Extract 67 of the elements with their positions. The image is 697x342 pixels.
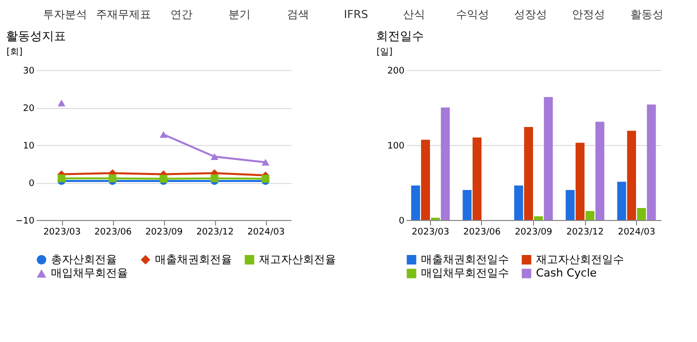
x-tick-label: 2023/06 xyxy=(463,228,501,238)
point xyxy=(210,174,218,182)
chart-title: 활동성지표 xyxy=(6,29,66,43)
legend-label: 총자산회전율 xyxy=(51,252,117,266)
bar xyxy=(514,186,524,220)
x-tick-label: 2023/09 xyxy=(514,228,552,238)
x-tick-label: 2023/12 xyxy=(196,228,234,238)
legend-label: 재고자산회전일수 xyxy=(536,252,624,266)
y-tick-label: 0 xyxy=(398,216,405,226)
bar xyxy=(534,216,543,220)
point xyxy=(160,174,168,183)
x-tick-label: 2023/06 xyxy=(94,228,132,238)
bar xyxy=(617,182,626,220)
point xyxy=(262,158,270,166)
point xyxy=(160,131,168,138)
x-tick-label: 2024/03 xyxy=(247,228,285,238)
bar xyxy=(472,138,482,220)
legend-label: 매출채권회전일수 xyxy=(421,252,509,266)
text: 수익성 xyxy=(456,8,489,21)
text: 성장성 xyxy=(514,8,548,21)
text: 분기 xyxy=(228,8,251,21)
x-tick-label: 2024/03 xyxy=(618,228,656,238)
point xyxy=(58,100,66,106)
chart-title: 회전일수 xyxy=(376,29,424,43)
text: 검색 xyxy=(286,8,309,21)
text: 투자분석 xyxy=(43,8,88,21)
bar xyxy=(566,190,575,220)
y-tick-label: 0 xyxy=(28,179,35,189)
text: 주재무제표 xyxy=(96,8,151,21)
text: IFRS xyxy=(344,8,368,21)
legend-label: 매입채무회전일수 xyxy=(421,266,509,280)
point xyxy=(210,153,218,160)
bar xyxy=(462,190,472,220)
bar xyxy=(627,130,636,220)
bar xyxy=(576,142,585,220)
x-tick-label: 2023/12 xyxy=(566,228,604,238)
bar xyxy=(411,186,420,220)
y-tick-label: 10 xyxy=(23,142,35,152)
y-axis-title: [일] xyxy=(376,48,393,58)
bar xyxy=(440,108,450,220)
bar xyxy=(637,208,646,220)
y-tick-label: 100 xyxy=(387,142,405,152)
bar xyxy=(595,122,604,220)
legend-label: Cash Cycle xyxy=(536,266,597,280)
point xyxy=(58,174,66,182)
text: 활동성 xyxy=(630,8,664,21)
x-tick-label: 2023/09 xyxy=(145,228,183,238)
bar xyxy=(586,211,594,220)
y-tick-label: −10 xyxy=(16,216,35,226)
text: 안정성 xyxy=(572,8,606,21)
text: 연간 xyxy=(170,8,192,21)
point xyxy=(262,174,270,183)
bar xyxy=(646,104,656,220)
y-tick-label: 200 xyxy=(387,66,405,76)
text: 산식 xyxy=(403,8,426,21)
legend-label: 매출채권회전율 xyxy=(155,252,232,266)
y-axis-title: [회] xyxy=(6,48,23,58)
y-tick-label: 20 xyxy=(23,104,35,114)
bar xyxy=(544,97,553,220)
point xyxy=(108,174,116,182)
legend-label: 매입채무회전율 xyxy=(51,266,128,280)
y-tick-label: 30 xyxy=(23,66,35,76)
legend-label: 재고자산회전율 xyxy=(259,252,336,266)
x-tick-label: 2023/03 xyxy=(43,228,81,238)
x-tick-label: 2023/03 xyxy=(412,228,450,238)
bar xyxy=(524,127,534,220)
bar xyxy=(421,140,430,220)
